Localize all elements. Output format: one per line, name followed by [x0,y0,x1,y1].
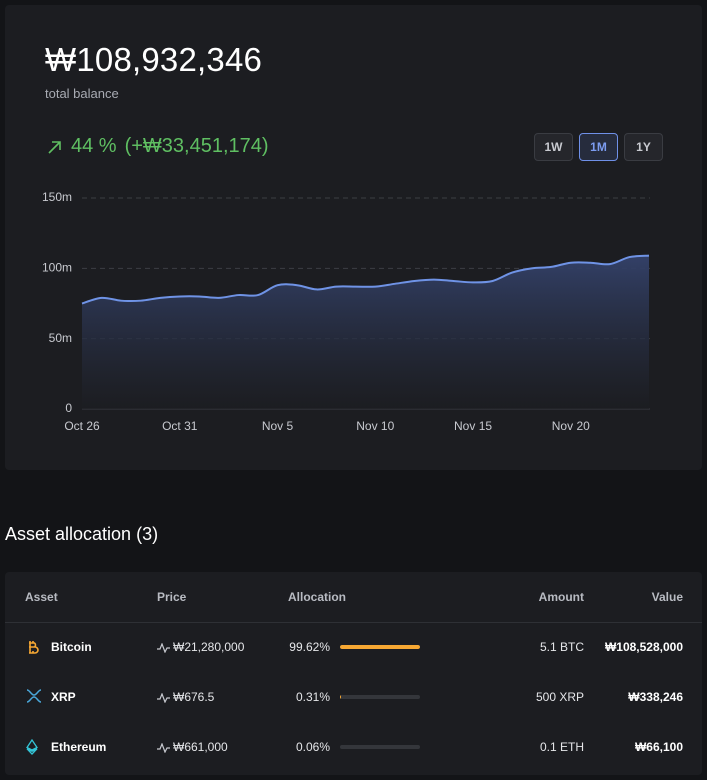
price-icon [157,642,170,656]
change-percent: 44 % [71,135,117,157]
header-separator [5,622,702,623]
section-heading: Asset allocation (3) [5,524,159,544]
allocation-label: 0.31% [295,690,330,704]
line [81,254,650,305]
allocation-label: 99.62% [289,640,330,654]
asset-name: Bitcoin [51,640,92,654]
price-icon [157,692,170,706]
amount: 5.1 BTC [539,640,584,654]
x-tick-label: Nov 20 [552,419,590,433]
asset-name: XRP [51,690,76,704]
x-tick-label: Oct 26 [64,419,100,433]
up-arrow-icon [48,140,61,154]
range-button[interactable]: 1Y [624,133,663,161]
allocation-track [340,695,420,699]
chart: 0 50m 100m 150m Oct 26 Oct 31 Nov 5 Nov 10 Nov 1… [42,190,650,433]
allocation-label: 0.06% [295,740,330,754]
value: ₩108,528,000 [604,640,683,654]
y-tick-label: 150m [42,190,72,204]
balance-card: ₩108,932,346 total balance 44 % (+₩33,45… [5,5,702,470]
y-tick-label: 50m [49,331,72,345]
range-selector: 1W 1M 1Y [534,133,663,161]
range-button[interactable]: 1M [579,133,618,161]
range-button[interactable]: 1W [534,133,573,161]
column-header: Allocation [288,590,347,604]
column-header: Amount [538,590,584,604]
x-tick-label: Nov 15 [454,419,492,433]
price: ₩676.5 [173,690,215,704]
allocation-track [340,745,420,749]
y-tick-label: 100m [42,261,72,275]
x-tick-label: Oct 31 [162,419,198,433]
area [82,255,649,409]
price: ₩661,000 [173,740,228,754]
price: ₩21,280,000 [173,640,245,654]
column-header: Price [157,590,187,604]
column-header: Asset [25,590,58,604]
y-tick-label: 0 [65,401,72,415]
amount: 500 XRP [535,690,584,704]
change-amount: (+₩33,451,174) [124,135,269,157]
asset-icon [26,639,40,658]
x-tick-label: Nov 10 [356,419,394,433]
asset-table: Asset Price Allocation Amount Value Bitcoin ₩2… [5,572,702,775]
amount: 0.1 ETH [539,740,584,754]
x-tick-label: Nov 5 [262,419,294,433]
asset-icon [26,738,38,758]
asset-icon [26,689,42,706]
value: ₩338,246 [628,690,683,704]
allocation-track [340,645,420,649]
asset-name: Ethereum [51,740,107,754]
price-icon [157,742,170,756]
value: ₩66,100 [634,740,683,754]
balance-label: total balance [45,86,119,101]
change: 44 % (+₩33,451,174) [47,135,269,158]
balance: ₩108,932,346 [45,41,263,78]
column-header: Value [651,590,683,604]
allocation-bar [340,645,420,649]
